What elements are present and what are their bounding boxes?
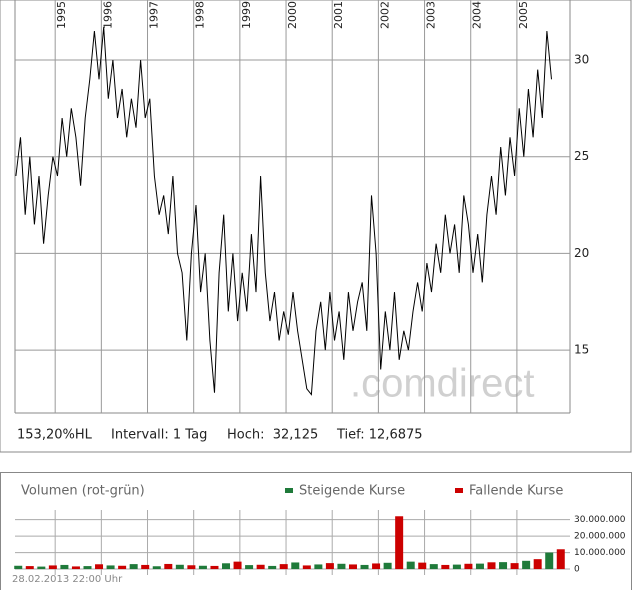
- volume-bar: [510, 563, 519, 570]
- volume-bar: [129, 564, 138, 570]
- volume-bar: [222, 563, 231, 570]
- x-tick-label: 2005: [517, 1, 530, 29]
- y-tick-label: 20: [574, 246, 589, 260]
- volume-bar: [141, 564, 150, 570]
- volume-bar: [522, 560, 531, 570]
- volume-bar: [106, 565, 115, 570]
- volume-bar: [429, 564, 438, 570]
- info-hl: 153,20%HL: [17, 428, 93, 443]
- x-tick-label: 2003: [425, 1, 438, 29]
- volume-bar: [291, 562, 300, 570]
- volume-bar: [464, 563, 473, 570]
- volume-bar: [60, 564, 69, 570]
- volume-bar: [48, 565, 57, 570]
- x-tick-label: 1998: [194, 1, 207, 29]
- volume-bar: [152, 566, 161, 570]
- volume-bar: [556, 549, 565, 570]
- volume-bar: [187, 565, 196, 570]
- y-tick-label: 10.000.000: [574, 548, 626, 558]
- info-high: Hoch: 32,125: [227, 428, 318, 443]
- volume-bar: [383, 562, 392, 570]
- watermark: .comdirect: [350, 362, 535, 406]
- y-tick-label: 30: [574, 52, 589, 66]
- volume-bar: [37, 566, 46, 570]
- info-low: Tief: 12,6875: [336, 428, 423, 443]
- upper-frame: [0, 0, 632, 453]
- y-tick-label: 30.000.000: [574, 515, 626, 525]
- volume-bar: [83, 566, 92, 570]
- volume-bar: [14, 565, 23, 570]
- volume-bar: [198, 565, 207, 570]
- volume-bar: [499, 562, 508, 570]
- x-tick-label: 1997: [148, 1, 161, 29]
- volume-bar: [395, 516, 404, 570]
- volume-bar: [25, 566, 34, 570]
- legend-label: Fallende Kurse: [469, 484, 563, 499]
- volume-bar: [325, 563, 334, 570]
- volume-bar: [452, 564, 461, 570]
- volume-bar: [245, 565, 254, 570]
- volume-bar: [314, 564, 323, 570]
- x-tick-label: 2002: [378, 1, 391, 29]
- x-tick-label: 2000: [286, 1, 299, 29]
- y-tick-label: 0: [574, 565, 580, 575]
- x-tick-label: 1996: [101, 1, 114, 29]
- volume-bar: [210, 565, 219, 570]
- volume-bar: [406, 561, 415, 570]
- volume-bar: [418, 562, 427, 570]
- volume-bar: [95, 564, 104, 570]
- legend-label: Steigende Kurse: [299, 484, 405, 499]
- y-tick-label: 15: [574, 343, 589, 357]
- timestamp: 28.02.2013 22:00 Uhr: [12, 574, 123, 585]
- volume-bar: [348, 564, 357, 570]
- volume-bar: [71, 566, 80, 570]
- volume-bar: [233, 561, 242, 570]
- y-tick-label: 20.000.000: [574, 532, 626, 542]
- volume-bar: [487, 562, 496, 570]
- legend-swatch: [455, 488, 463, 493]
- volume-bar: [302, 565, 311, 570]
- volume-bar: [118, 565, 127, 570]
- x-tick-label: 2001: [332, 1, 345, 29]
- volume-title: Volumen (rot-grün): [21, 484, 145, 499]
- x-tick-label: 1995: [55, 1, 68, 29]
- volume-bar: [475, 563, 484, 570]
- volume-bar: [256, 564, 265, 570]
- volume-bar: [337, 563, 346, 570]
- volume-bar: [164, 563, 173, 570]
- volume-bar: [441, 564, 450, 570]
- price-line: [15, 27, 552, 396]
- volume-bar: [279, 564, 288, 570]
- legend-swatch: [285, 488, 293, 493]
- info-interval: Intervall: 1 Tag: [111, 428, 207, 443]
- volume-bar: [372, 563, 381, 570]
- y-tick-label: 25: [574, 149, 589, 163]
- volume-bar: [175, 564, 184, 570]
- x-tick-label: 2004: [471, 1, 484, 29]
- x-tick-label: 1999: [240, 1, 253, 29]
- volume-bar: [360, 564, 369, 570]
- volume-bar: [268, 565, 277, 570]
- volume-bar: [545, 552, 554, 570]
- volume-bar: [533, 559, 542, 570]
